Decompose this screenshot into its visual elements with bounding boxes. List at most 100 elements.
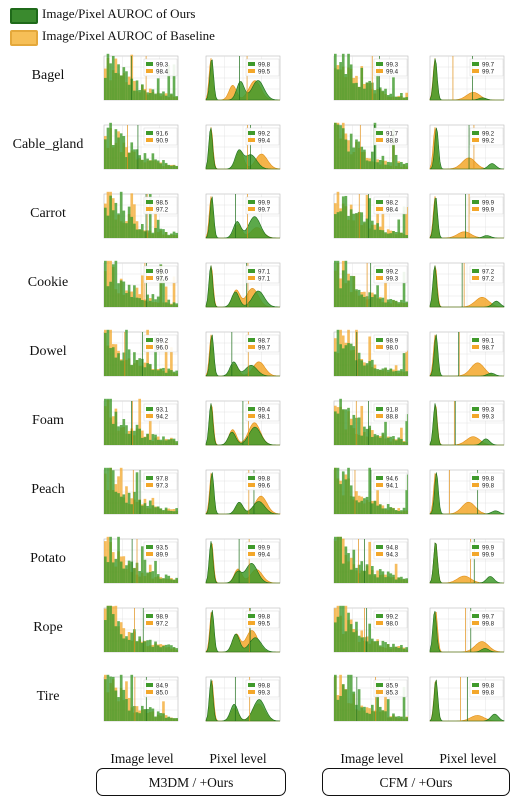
ours-bar — [122, 136, 126, 169]
ours-bar — [381, 230, 385, 238]
ours-bar — [402, 163, 406, 169]
panel-legend-ours-swatch — [472, 62, 479, 66]
ours-auroc-label: 99.1 — [482, 338, 495, 345]
ours-bar — [127, 284, 131, 307]
panel-legend-baseline-swatch — [472, 138, 479, 142]
baseline-auroc-label: 99.3 — [386, 276, 399, 283]
ours-bar — [114, 626, 118, 652]
ours-bar — [389, 507, 393, 514]
ours-density — [429, 334, 504, 377]
panel-legend-ours-swatch — [472, 683, 479, 687]
baseline-bar — [170, 347, 173, 376]
ours-bar — [357, 141, 361, 169]
ours-density — [205, 541, 280, 584]
ours-bar — [164, 717, 168, 721]
ours-bar — [109, 676, 112, 721]
ours-bar — [402, 97, 406, 100]
baseline-auroc-label: 98.7 — [482, 345, 495, 352]
ours-bar — [357, 417, 361, 445]
panel-cable_gland-1: 99.2 99.4 — [200, 119, 282, 177]
ours-density — [429, 265, 505, 308]
ours-bar — [392, 371, 395, 376]
ours-bar — [376, 73, 379, 100]
ours-bar — [400, 161, 403, 169]
ours-bar — [400, 438, 403, 445]
ours-bar — [341, 128, 345, 169]
ours-bar — [376, 162, 379, 169]
baseline-bar — [381, 206, 385, 238]
ours-bar — [355, 704, 358, 721]
ours-bar — [378, 706, 382, 721]
ours-bar — [162, 229, 165, 238]
ours-bar — [378, 504, 382, 514]
panel-legend-ours-swatch — [146, 338, 153, 342]
ours-bar — [122, 638, 126, 652]
panel-bagel-2: 99.3 99.4 — [328, 50, 410, 108]
ours-bar — [341, 684, 345, 721]
ours-auroc-label: 99.8 — [258, 62, 271, 69]
ours-bar — [104, 398, 107, 445]
ours-bar — [117, 213, 120, 238]
panel-legend-ours-swatch — [376, 545, 383, 549]
panel-tire-2: 85.9 85.3 — [328, 671, 410, 729]
ours-auroc-label: 98.9 — [386, 338, 399, 345]
ours-bar — [119, 191, 123, 238]
baseline-auroc-label: 97.2 — [156, 621, 169, 628]
ours-bar — [405, 235, 408, 238]
ours-bar — [162, 578, 165, 583]
panel-plot: 99.999.7 — [205, 193, 281, 239]
panel-legend-ours-swatch — [146, 683, 153, 687]
ours-bar — [339, 211, 342, 238]
ours-bar — [151, 294, 155, 307]
ours-bar — [402, 686, 406, 721]
ours-bar — [334, 351, 337, 376]
ours-bar — [341, 563, 345, 583]
ours-bar — [151, 505, 155, 514]
ours-bar — [405, 371, 408, 376]
panel-bagel-3: 99.7 99.7 — [424, 50, 506, 108]
ours-bar — [397, 96, 401, 100]
row-label-bagel: Bagel — [31, 68, 65, 83]
ours-bar — [133, 223, 136, 238]
panel-legend-ours-swatch — [472, 200, 479, 204]
ours-bar — [159, 264, 163, 307]
ours-bar — [360, 435, 364, 445]
baseline-auroc-label: 98.4 — [386, 207, 399, 214]
panel-legend-ours-swatch — [146, 62, 153, 66]
ours-bar — [162, 645, 165, 652]
panel-cable_gland-3: 99.2 99.2 — [424, 119, 506, 177]
ours-bar — [357, 86, 361, 100]
ours-bar — [167, 299, 171, 307]
ours-bar — [148, 500, 152, 514]
ours-bar — [341, 348, 345, 376]
panel-cookie-0: 99.0 97.6 — [98, 257, 180, 315]
ours-bar — [135, 359, 139, 376]
baseline-auroc-label: 85.0 — [156, 690, 169, 697]
ours-bar — [352, 496, 356, 514]
ours-bar — [386, 699, 390, 721]
ours-bar — [154, 507, 157, 514]
ours-bar — [344, 479, 348, 514]
ours-bar — [371, 704, 374, 721]
baseline-bar — [360, 405, 364, 445]
ours-bar — [357, 689, 361, 721]
ours-bar — [378, 229, 382, 238]
ours-bar — [334, 53, 337, 100]
ours-bar — [392, 508, 395, 514]
ours-bar — [170, 717, 173, 721]
ours-bar — [154, 93, 157, 100]
ours-bar — [175, 96, 178, 100]
baseline-auroc-label: 99.9 — [482, 552, 495, 559]
ours-bar — [394, 154, 398, 169]
ours-bar — [394, 510, 398, 514]
panel-potato-3: 99.9 99.9 — [424, 533, 506, 591]
baseline-bar — [164, 286, 168, 307]
panel-plot: 99.899.6 — [205, 469, 281, 515]
panel-plot: 99.299.4 — [205, 124, 281, 170]
ours-bar — [384, 711, 387, 721]
panel-legend-baseline-swatch — [146, 690, 153, 694]
ours-auroc-label: 99.9 — [258, 545, 271, 552]
ours-bar — [397, 577, 401, 583]
ours-bar — [164, 95, 168, 100]
ours-bar — [363, 296, 366, 307]
